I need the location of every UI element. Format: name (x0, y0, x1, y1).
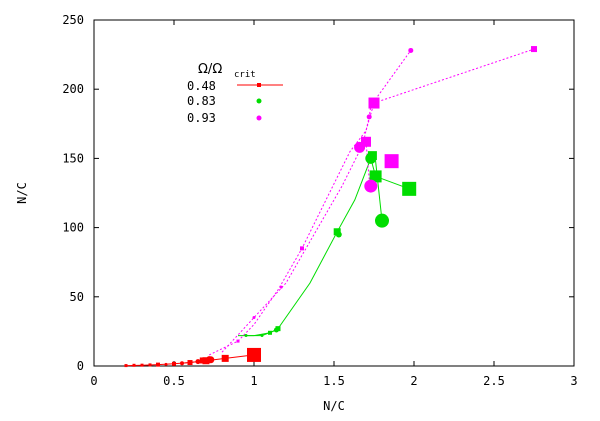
x-tick-label: 1 (250, 374, 257, 388)
x-axis-title: N/C (323, 399, 345, 413)
y-tick-label: 200 (62, 82, 84, 96)
data-point (300, 246, 304, 251)
data-point (268, 330, 272, 335)
y-axis-title: N/C (15, 182, 29, 204)
data-point (402, 181, 417, 196)
data-point (333, 228, 341, 236)
legend-entry-1-label: 0.48 (187, 79, 216, 93)
data-point (369, 170, 382, 183)
data-point (148, 363, 152, 367)
legend-title-subscript: crit (234, 70, 256, 80)
data-point (236, 339, 240, 343)
legend-entry-3-marker (256, 115, 262, 121)
y-tick-label: 100 (62, 221, 84, 235)
data-point (366, 114, 372, 120)
series-line-0.83 (238, 156, 410, 337)
data-point (368, 97, 380, 109)
x-tick-label: 1.5 (323, 374, 345, 388)
data-point (187, 360, 193, 366)
data-point (244, 334, 248, 338)
y-tick-label: 250 (62, 13, 84, 27)
data-point (279, 285, 283, 289)
y-tick-label: 150 (62, 151, 84, 165)
x-tick-label: 2 (410, 374, 417, 388)
data-point (361, 136, 371, 147)
legend-title: Ω/Ω (198, 62, 222, 77)
legend-entry-1-marker (257, 83, 261, 87)
x-tick-label: 3 (570, 374, 577, 388)
plot-frame (93, 19, 575, 367)
data-point (132, 363, 136, 367)
data-point (384, 154, 399, 169)
data-point (260, 334, 264, 338)
data-point (164, 362, 168, 366)
x-tick-label: 2.5 (483, 374, 505, 388)
data-point (531, 46, 537, 53)
legend-entry-2-marker (256, 98, 262, 104)
data-point (156, 362, 160, 367)
data-point (202, 357, 210, 365)
legend-entry-3-label: 0.93 (187, 111, 216, 125)
data-point (275, 326, 281, 332)
y-tick-label: 50 (70, 290, 84, 304)
data-point (140, 363, 144, 367)
data-point (124, 364, 128, 368)
data-point (252, 316, 256, 320)
data-point (408, 47, 414, 53)
data-point (207, 356, 215, 364)
legend: Ω/Ω crit 0.48 0.83 0.93 (187, 62, 283, 125)
data-point (180, 361, 184, 366)
data-point (221, 354, 229, 362)
data-point (375, 213, 389, 228)
data-point (335, 231, 342, 238)
axis-ticks: 0 0.5 1 1.5 2 2.5 3 0 50 100 150 200 250 (62, 13, 577, 388)
data-point (172, 361, 176, 366)
data-point (195, 359, 201, 365)
x-tick-label: 0 (90, 374, 97, 388)
data-markers (124, 46, 537, 368)
data-point (364, 179, 378, 193)
data-point (247, 347, 261, 362)
legend-entry-2-label: 0.83 (187, 94, 216, 108)
data-point (367, 151, 377, 161)
series-line-0.93 (208, 48, 535, 356)
x-tick-label: 0.5 (163, 374, 185, 388)
y-tick-label: 0 (77, 359, 84, 373)
series-line-0.93 (221, 50, 412, 353)
